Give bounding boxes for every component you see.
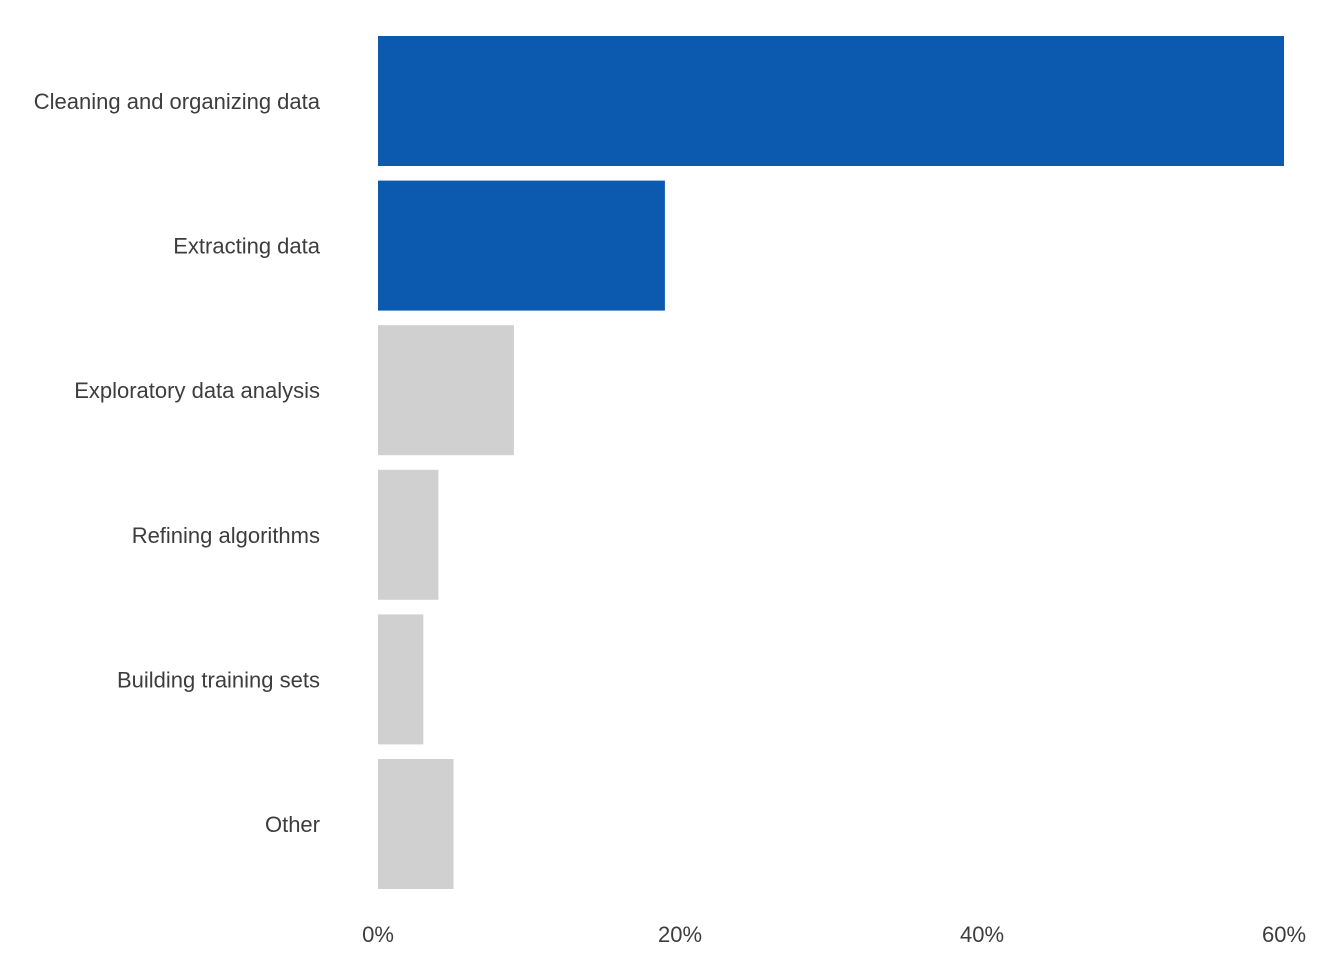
category-label-cleaning-and-organizing-data: Cleaning and organizing data xyxy=(34,89,321,114)
category-label-refining-algorithms: Refining algorithms xyxy=(132,523,320,548)
category-label-exploratory-data-analysis: Exploratory data analysis xyxy=(74,378,320,403)
bar-other xyxy=(378,759,454,889)
bar-refining-algorithms xyxy=(378,469,439,600)
category-labels-group: Cleaning and organizing data Extracting d… xyxy=(34,89,321,837)
x-tick-label: 40% xyxy=(960,922,1004,947)
x-axis-ticks-group: 0% 20% 40% 60% xyxy=(362,922,1306,947)
x-tick-label: 0% xyxy=(362,922,394,947)
bar-cleaning-and-organizing-data xyxy=(378,36,1284,166)
category-label-extracting-data: Extracting data xyxy=(173,234,321,259)
bars-group xyxy=(378,36,1284,889)
bar-extracting-data xyxy=(378,180,665,311)
x-tick-label: 20% xyxy=(658,922,702,947)
category-label-building-training-sets: Building training sets xyxy=(117,667,320,692)
bar-building-training-sets xyxy=(378,614,424,745)
bar-exploratory-data-analysis xyxy=(378,325,514,456)
x-tick-label: 60% xyxy=(1262,922,1306,947)
category-label-other: Other xyxy=(265,812,320,837)
